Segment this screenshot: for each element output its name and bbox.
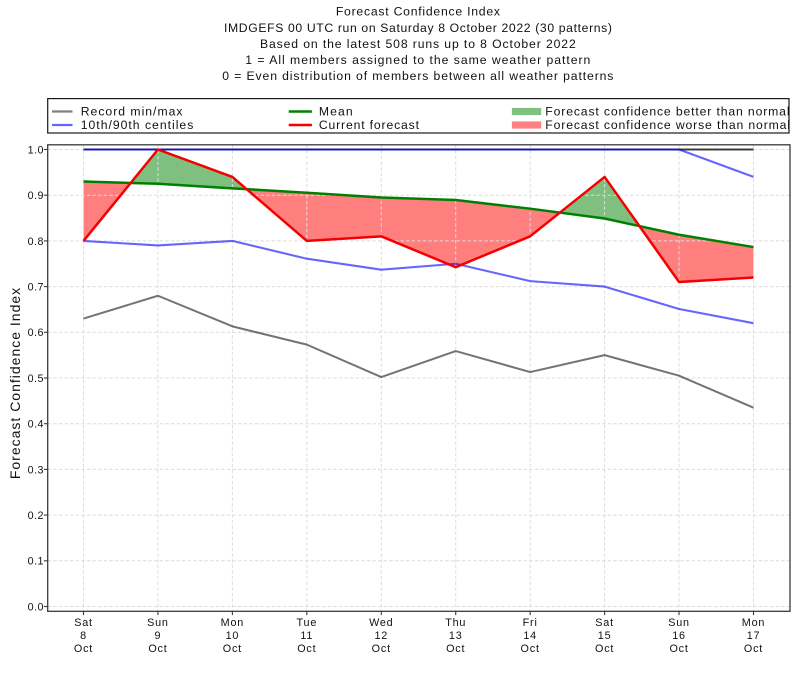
svg-text:0.6: 0.6 — [28, 327, 44, 339]
svg-text:Oct: Oct — [521, 643, 540, 655]
svg-text:Mon: Mon — [742, 617, 765, 629]
svg-text:0.1: 0.1 — [28, 556, 44, 568]
svg-text:Sun: Sun — [668, 617, 690, 629]
svg-text:Oct: Oct — [744, 643, 763, 655]
svg-text:15: 15 — [598, 630, 612, 642]
svg-text:1.0: 1.0 — [28, 144, 44, 156]
svg-text:Sat: Sat — [74, 617, 93, 629]
svg-text:Sun: Sun — [147, 617, 169, 629]
svg-text:0.3: 0.3 — [28, 464, 44, 476]
svg-text:Tue: Tue — [297, 617, 318, 629]
svg-text:16: 16 — [672, 630, 686, 642]
svg-text:Mean: Mean — [319, 105, 354, 119]
svg-text:0 = Even distribution of membe: 0 = Even distribution of members between… — [222, 69, 614, 83]
svg-text:Forecast Confidence Index: Forecast Confidence Index — [336, 5, 501, 19]
svg-text:Forecast confidence better tha: Forecast confidence better than normal — [545, 105, 790, 119]
svg-text:Oct: Oct — [669, 643, 688, 655]
svg-text:Oct: Oct — [372, 643, 391, 655]
svg-text:IMDGEFS 00 UTC run on Saturday: IMDGEFS 00 UTC run on Saturday 8 October… — [224, 21, 613, 35]
svg-text:8: 8 — [80, 630, 87, 642]
svg-text:0.9: 0.9 — [28, 190, 44, 202]
svg-text:Fri: Fri — [523, 617, 538, 629]
svg-text:Oct: Oct — [446, 643, 465, 655]
svg-text:Wed: Wed — [369, 617, 393, 629]
svg-text:Current forecast: Current forecast — [319, 118, 420, 132]
svg-text:0.2: 0.2 — [28, 510, 44, 522]
svg-text:Sat: Sat — [595, 617, 614, 629]
svg-text:Oct: Oct — [148, 643, 167, 655]
svg-text:10th/90th centiles: 10th/90th centiles — [81, 118, 195, 132]
svg-text:13: 13 — [449, 630, 463, 642]
svg-text:14: 14 — [523, 630, 537, 642]
svg-text:Mon: Mon — [221, 617, 244, 629]
svg-text:Based on the latest 508 runs u: Based on the latest 508 runs up to 8 Oct… — [260, 37, 577, 51]
svg-text:Record min/max: Record min/max — [81, 105, 184, 119]
svg-text:0.8: 0.8 — [28, 236, 44, 248]
svg-text:Oct: Oct — [297, 643, 316, 655]
svg-text:Oct: Oct — [595, 643, 614, 655]
svg-text:0.4: 0.4 — [28, 419, 44, 431]
svg-text:9: 9 — [155, 630, 162, 642]
svg-text:Oct: Oct — [223, 643, 242, 655]
svg-text:1 = All members assigned to th: 1 = All members assigned to the same wea… — [245, 53, 591, 67]
svg-text:Forecast Confidence Index: Forecast Confidence Index — [7, 287, 23, 479]
svg-text:12: 12 — [374, 630, 388, 642]
svg-text:10: 10 — [226, 630, 240, 642]
svg-text:11: 11 — [300, 630, 313, 642]
svg-text:Forecast confidence worse than: Forecast confidence worse than normal — [545, 118, 791, 132]
svg-text:0.7: 0.7 — [28, 282, 44, 294]
svg-text:Oct: Oct — [74, 643, 93, 655]
svg-text:17: 17 — [747, 630, 761, 642]
svg-text:0.5: 0.5 — [28, 373, 44, 385]
svg-text:0.0: 0.0 — [28, 601, 44, 613]
svg-text:Thu: Thu — [445, 617, 466, 629]
